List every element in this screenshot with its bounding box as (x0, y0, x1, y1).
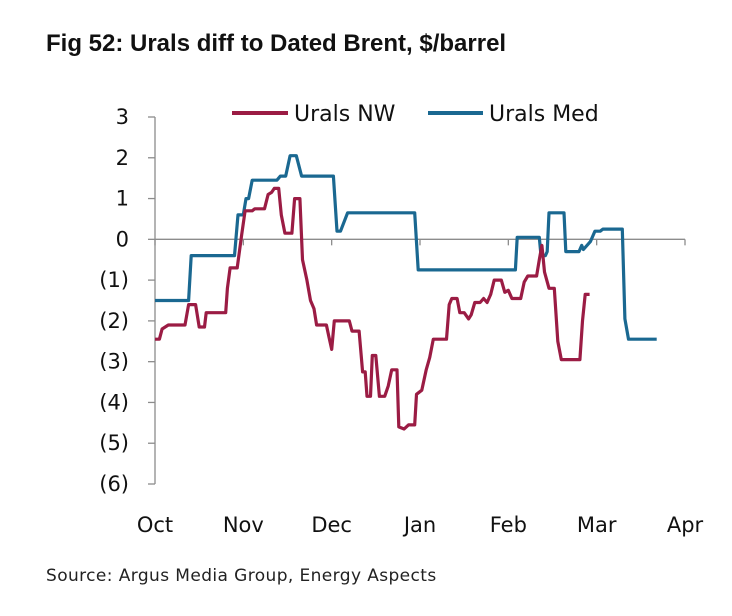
legend: Urals NW Urals Med (232, 102, 599, 127)
x-tick-label: Dec (311, 513, 352, 537)
series-layer (155, 154, 657, 431)
series-line-urals-nw (155, 186, 590, 431)
y-tick-label: (2) (99, 309, 129, 333)
y-tick-label: 2 (116, 146, 129, 170)
x-tick-label: Mar (577, 513, 617, 537)
source-note: Source: Argus Media Group, Energy Aspect… (46, 566, 437, 586)
x-tick-label: Nov (223, 513, 264, 537)
chart-title: Fig 52: Urals diff to Dated Brent, $/bar… (46, 30, 507, 57)
y-tick-label: (6) (99, 472, 129, 496)
y-tick-label: (1) (99, 268, 129, 292)
y-tick-label: 0 (116, 227, 129, 251)
x-tick-label: Feb (490, 513, 527, 537)
legend-label: Urals Med (489, 102, 599, 127)
x-tick-label: Apr (667, 513, 704, 537)
y-tick-label: (5) (99, 431, 129, 455)
y-tick-label: (4) (99, 390, 129, 414)
x-tick-label: Oct (137, 513, 173, 537)
legend-label: Urals NW (294, 102, 396, 127)
axes: 3 2 1 0 (1) (2) (3) (4) (5) (6) Oct Nov Dec Jan Feb Mar… (99, 105, 703, 537)
series-line-urals-med (155, 154, 657, 341)
y-tick-label: (3) (99, 350, 129, 374)
y-tick-label: 1 (116, 187, 129, 211)
y-tick-label: 3 (116, 105, 129, 129)
x-tick-label: Jan (402, 513, 436, 537)
